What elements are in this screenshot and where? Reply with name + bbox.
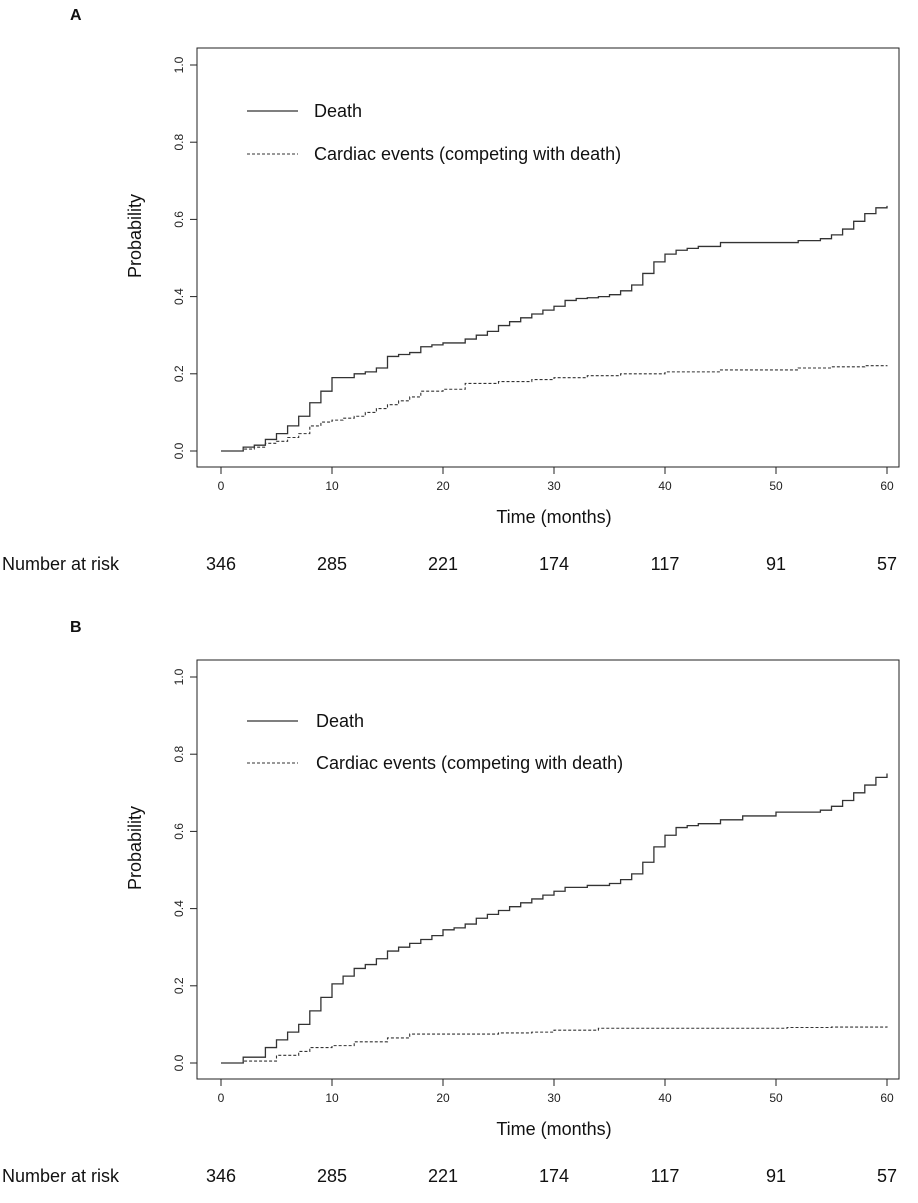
legend-cardiac-label: Cardiac events (competing with death) bbox=[316, 753, 623, 773]
cardiac-events-line bbox=[221, 365, 888, 452]
plot-frame bbox=[196, 659, 900, 1080]
x-tick-label: 20 bbox=[436, 1091, 450, 1105]
x-tick-label: 10 bbox=[325, 479, 339, 493]
chart-a: A 0 10 20 30 40 50 60 0.0 0.2 0.4 0.6 0.8 1.0 Time … bbox=[2, 7, 900, 574]
x-axis: 0 10 20 30 40 50 60 bbox=[218, 1079, 894, 1105]
y-tick-label: 0.2 bbox=[172, 365, 186, 382]
risk-count: 57 bbox=[877, 1166, 897, 1186]
x-tick-label: 10 bbox=[325, 1091, 339, 1105]
x-tick-label: 20 bbox=[436, 479, 450, 493]
risk-count: 91 bbox=[766, 1166, 786, 1186]
chart-b: B 0 10 20 30 40 50 60 0.0 0.2 0.4 0.6 0.8 1.0 Time … bbox=[2, 619, 900, 1186]
y-axis: 0.0 0.2 0.4 0.6 0.8 1.0 bbox=[172, 668, 197, 1071]
death-line bbox=[221, 773, 888, 1064]
cardiac-events-line bbox=[221, 1026, 888, 1064]
risk-count: 346 bbox=[206, 1166, 236, 1186]
x-tick-label: 0 bbox=[218, 1091, 225, 1105]
series-group bbox=[221, 773, 888, 1064]
y-tick-label: 0.8 bbox=[172, 746, 186, 763]
legend: Death Cardiac events (competing with dea… bbox=[247, 101, 621, 164]
x-axis-title: Time (months) bbox=[496, 1119, 611, 1139]
risk-count: 57 bbox=[877, 554, 897, 574]
y-tick-label: 0.4 bbox=[172, 900, 186, 917]
y-tick-label: 0.4 bbox=[172, 288, 186, 305]
x-tick-label: 50 bbox=[769, 1091, 783, 1105]
y-tick-label: 1.0 bbox=[172, 56, 186, 73]
x-tick-label: 30 bbox=[547, 479, 561, 493]
risk-count: 285 bbox=[317, 1166, 347, 1186]
y-axis: 0.0 0.2 0.4 0.6 0.8 1.0 bbox=[172, 56, 197, 459]
y-tick-label: 0.8 bbox=[172, 134, 186, 151]
plot-frame bbox=[196, 47, 900, 468]
series-group bbox=[221, 205, 888, 452]
risk-table-label: Number at risk bbox=[2, 1166, 120, 1186]
legend: Death Cardiac events (competing with dea… bbox=[247, 711, 623, 773]
risk-count: 174 bbox=[539, 1166, 569, 1186]
x-tick-label: 50 bbox=[769, 479, 783, 493]
risk-count: 117 bbox=[651, 554, 680, 574]
x-tick-label: 30 bbox=[547, 1091, 561, 1105]
risk-counts: 346 285 221 174 117 91 57 bbox=[206, 554, 897, 574]
y-tick-label: 0.6 bbox=[172, 211, 186, 228]
risk-count: 117 bbox=[651, 1166, 680, 1186]
panel-a: A 0 10 20 30 40 50 60 0.0 0.2 0.4 0.6 0.8 1.0 Time … bbox=[0, 0, 918, 591]
panel-label: A bbox=[70, 7, 82, 24]
y-axis-title: Probability bbox=[125, 806, 145, 890]
legend-death-label: Death bbox=[314, 101, 362, 121]
x-tick-label: 40 bbox=[658, 1091, 672, 1105]
risk-count: 91 bbox=[766, 554, 786, 574]
y-axis-title: Probability bbox=[125, 194, 145, 278]
y-tick-label: 0.0 bbox=[172, 1054, 186, 1071]
panel-label: B bbox=[70, 619, 82, 636]
risk-count: 346 bbox=[206, 554, 236, 574]
y-tick-label: 1.0 bbox=[172, 668, 186, 685]
x-tick-label: 60 bbox=[880, 1091, 894, 1105]
y-tick-label: 0.6 bbox=[172, 823, 186, 840]
legend-cardiac-label: Cardiac events (competing with death) bbox=[314, 144, 621, 164]
risk-table-label: Number at risk bbox=[2, 554, 120, 574]
legend-death-label: Death bbox=[316, 711, 364, 731]
panel-b: B 0 10 20 30 40 50 60 0.0 0.2 0.4 0.6 0.8 1.0 Time … bbox=[0, 612, 918, 1203]
x-tick-label: 40 bbox=[658, 479, 672, 493]
risk-counts: 346 285 221 174 117 91 57 bbox=[206, 1166, 897, 1186]
y-tick-label: 0.0 bbox=[172, 442, 186, 459]
y-tick-label: 0.2 bbox=[172, 977, 186, 994]
x-tick-label: 60 bbox=[880, 479, 894, 493]
x-tick-label: 0 bbox=[218, 479, 225, 493]
risk-count: 174 bbox=[539, 554, 569, 574]
death-line bbox=[221, 205, 888, 452]
risk-count: 221 bbox=[428, 1166, 458, 1186]
risk-count: 285 bbox=[317, 554, 347, 574]
x-axis: 0 10 20 30 40 50 60 bbox=[218, 467, 894, 493]
risk-count: 221 bbox=[428, 554, 458, 574]
x-axis-title: Time (months) bbox=[496, 507, 611, 527]
